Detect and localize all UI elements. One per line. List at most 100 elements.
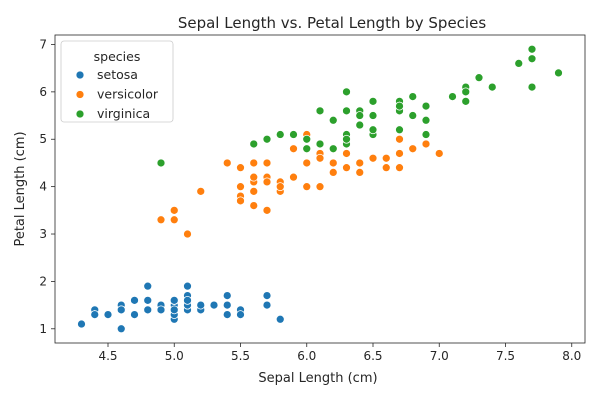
point-versicolor bbox=[368, 153, 378, 163]
point-versicolor bbox=[236, 163, 245, 173]
x-axis-label: Sepal Length (cm) bbox=[258, 371, 377, 386]
point-versicolor bbox=[222, 158, 232, 168]
point-versicolor bbox=[249, 158, 259, 168]
point-versicolor bbox=[262, 177, 272, 187]
legend-marker-setosa bbox=[75, 70, 85, 80]
point-versicolor bbox=[236, 182, 245, 192]
x-tick-label: 6.5 bbox=[363, 349, 382, 363]
point-virginica bbox=[408, 111, 418, 120]
point-versicolor bbox=[434, 149, 444, 158]
point-virginica bbox=[275, 130, 285, 139]
legend-box bbox=[60, 40, 174, 123]
x-axis: 4.5 5.0 5.5 6.0 6.5 7.0 7.5 8.0 bbox=[98, 343, 581, 363]
x-tick-label: 5.5 bbox=[231, 349, 250, 363]
x-tick-label: 8.0 bbox=[562, 349, 581, 363]
point-virginica bbox=[421, 101, 431, 111]
point-setosa bbox=[77, 319, 86, 329]
point-virginica bbox=[156, 158, 166, 168]
point-versicolor bbox=[328, 168, 338, 177]
point-versicolor bbox=[395, 134, 404, 144]
point-versicolor bbox=[342, 163, 351, 173]
point-virginica bbox=[262, 134, 272, 144]
point-virginica bbox=[554, 68, 563, 78]
point-versicolor bbox=[381, 153, 391, 163]
point-setosa bbox=[222, 310, 232, 319]
point-virginica bbox=[408, 92, 418, 101]
point-versicolor bbox=[342, 149, 351, 158]
legend: species setosa versicolor virginica bbox=[60, 40, 174, 123]
point-virginica bbox=[302, 144, 312, 154]
point-virginica bbox=[461, 87, 471, 97]
point-versicolor bbox=[355, 168, 365, 177]
point-versicolor bbox=[315, 182, 325, 192]
point-versicolor bbox=[183, 229, 192, 239]
data-points bbox=[77, 44, 563, 334]
point-virginica bbox=[474, 73, 484, 83]
point-setosa bbox=[209, 300, 219, 310]
y-axis-label: Petal Length (cm) bbox=[13, 131, 28, 246]
point-versicolor bbox=[249, 172, 259, 182]
x-tick-label: 6.0 bbox=[297, 349, 316, 363]
point-versicolor bbox=[236, 196, 245, 206]
chart-title: Sepal Length vs. Petal Length by Species bbox=[178, 14, 486, 32]
point-setosa bbox=[130, 295, 139, 305]
legend-label-setosa: setosa bbox=[97, 67, 138, 82]
point-versicolor bbox=[289, 172, 298, 182]
point-versicolor bbox=[381, 163, 391, 173]
point-versicolor bbox=[249, 186, 259, 196]
legend-title: species bbox=[94, 49, 141, 64]
point-versicolor bbox=[169, 205, 179, 215]
y-tick-label: 7 bbox=[39, 37, 47, 51]
point-versicolor bbox=[289, 144, 298, 154]
point-versicolor bbox=[395, 149, 404, 158]
y-tick-label: 3 bbox=[39, 227, 47, 241]
point-versicolor bbox=[315, 153, 325, 163]
point-virginica bbox=[368, 111, 378, 120]
point-setosa bbox=[275, 314, 285, 324]
point-setosa bbox=[169, 295, 179, 305]
point-virginica bbox=[527, 54, 537, 64]
point-virginica bbox=[249, 139, 259, 149]
point-virginica bbox=[487, 82, 497, 92]
point-setosa bbox=[156, 305, 166, 315]
point-setosa bbox=[116, 324, 126, 334]
point-virginica bbox=[355, 111, 365, 120]
point-versicolor bbox=[196, 186, 206, 196]
point-virginica bbox=[395, 101, 404, 111]
y-tick-label: 6 bbox=[39, 85, 47, 99]
point-setosa bbox=[143, 305, 153, 315]
point-virginica bbox=[421, 115, 431, 125]
point-setosa bbox=[196, 300, 206, 310]
point-virginica bbox=[328, 144, 338, 154]
point-setosa bbox=[169, 305, 179, 315]
point-virginica bbox=[355, 120, 365, 130]
point-versicolor bbox=[302, 182, 312, 192]
point-versicolor bbox=[302, 158, 312, 168]
y-tick-label: 5 bbox=[39, 132, 47, 146]
series-virginica bbox=[156, 44, 563, 168]
x-tick-label: 7.5 bbox=[496, 349, 515, 363]
point-versicolor bbox=[355, 158, 365, 168]
point-virginica bbox=[448, 92, 457, 101]
y-axis: 1 2 3 4 5 6 7 bbox=[39, 37, 55, 336]
series-setosa bbox=[77, 281, 285, 334]
point-versicolor bbox=[249, 201, 259, 210]
point-versicolor bbox=[328, 158, 338, 168]
point-virginica bbox=[527, 82, 537, 92]
point-versicolor bbox=[275, 182, 285, 192]
point-virginica bbox=[342, 134, 351, 144]
point-setosa bbox=[262, 291, 272, 300]
point-versicolor bbox=[408, 144, 418, 154]
point-virginica bbox=[315, 106, 325, 116]
point-virginica bbox=[328, 115, 338, 125]
legend-items: setosa versicolor virginica bbox=[75, 67, 159, 121]
legend-marker-virginica bbox=[75, 109, 85, 119]
point-setosa bbox=[103, 310, 113, 319]
point-virginica bbox=[461, 96, 471, 106]
point-versicolor bbox=[395, 163, 404, 173]
point-versicolor bbox=[262, 158, 272, 168]
legend-label-versicolor: versicolor bbox=[97, 87, 159, 102]
point-setosa bbox=[130, 310, 139, 319]
